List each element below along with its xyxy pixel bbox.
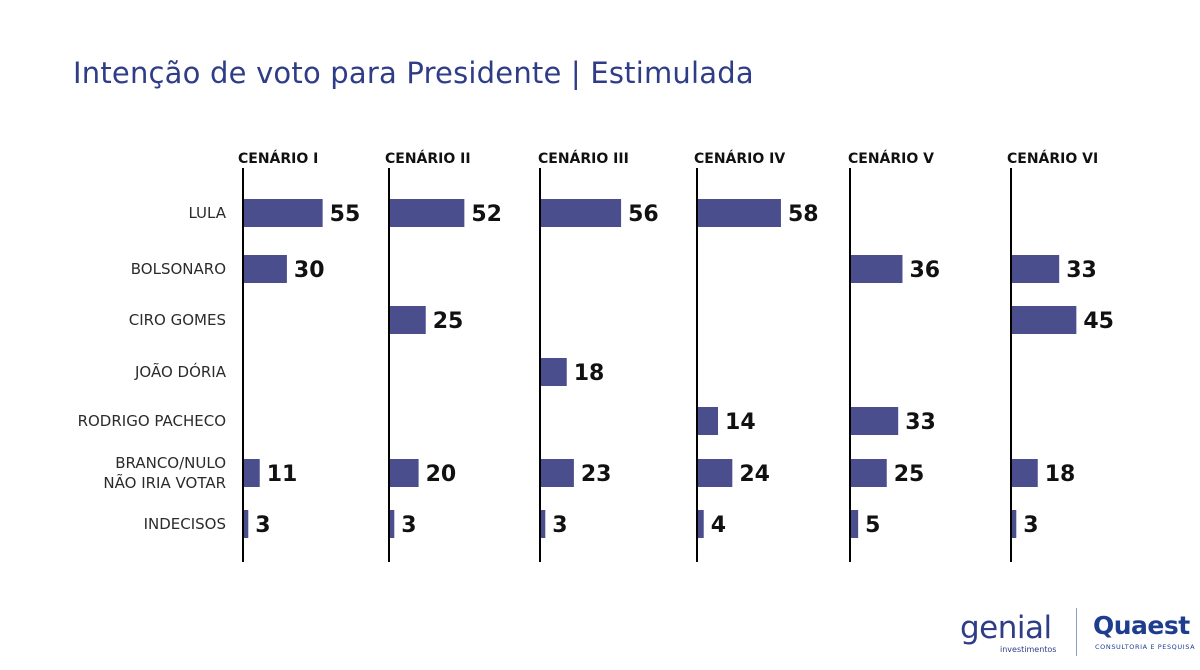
bar: [1012, 459, 1038, 487]
series-header: CENÁRIO I: [238, 150, 318, 167]
logo-divider: [1076, 608, 1077, 656]
bar: [390, 510, 395, 538]
data-label: 3: [255, 513, 270, 538]
genial-logo-text: genial: [960, 610, 1052, 646]
data-label: 36: [909, 258, 940, 283]
data-label: 33: [905, 410, 936, 435]
data-label: 25: [894, 462, 925, 487]
category-label: LULA: [188, 204, 226, 222]
bar: [1012, 255, 1060, 283]
data-label: 3: [552, 513, 567, 538]
bar: [390, 306, 426, 334]
chart-title: Intenção de voto para Presidente | Estim…: [73, 56, 754, 90]
data-label: 20: [426, 462, 457, 487]
data-label: 3: [1023, 513, 1038, 538]
bar: [244, 199, 323, 227]
data-label: 11: [267, 462, 298, 487]
bar: [244, 459, 260, 487]
bar: [541, 510, 546, 538]
bar: [390, 459, 419, 487]
data-label: 33: [1066, 258, 1097, 283]
quaest-logo: Quaest CONSULTORIA E PESQUISA: [1093, 610, 1196, 658]
data-label: 23: [581, 462, 612, 487]
bar: [698, 459, 733, 487]
series-header: CENÁRIO II: [385, 150, 471, 167]
series-header: CENÁRIO V: [848, 150, 934, 167]
bar: [698, 510, 704, 538]
data-label: 18: [574, 361, 605, 386]
genial-logo-subtitle: investimentos: [1000, 645, 1057, 654]
data-label: 18: [1045, 462, 1076, 487]
bar: [541, 459, 574, 487]
data-label: 14: [725, 410, 756, 435]
series-header: CENÁRIO IV: [694, 150, 785, 167]
bar: [851, 510, 859, 538]
bar: [244, 255, 287, 283]
data-label: 4: [711, 513, 726, 538]
category-label: INDECISOS: [144, 515, 226, 533]
data-label: 24: [739, 462, 770, 487]
bar: [1012, 510, 1017, 538]
data-label: 58: [788, 202, 819, 227]
bar: [541, 358, 567, 386]
bar: [698, 407, 719, 435]
data-label: 55: [330, 202, 361, 227]
bar: [851, 459, 887, 487]
category-label: BRANCO/NULO NÃO IRIA VOTAR: [103, 454, 226, 492]
series-header: CENÁRIO VI: [1007, 150, 1098, 167]
category-label: JOÃO DÓRIA: [134, 362, 227, 381]
bar: [698, 199, 781, 227]
category-label: CIRO GOMES: [129, 311, 226, 329]
bar: [851, 407, 899, 435]
data-label: 45: [1083, 309, 1114, 334]
data-label: 30: [294, 258, 325, 283]
bar: [1012, 306, 1077, 334]
category-label: RODRIGO PACHECO: [78, 412, 226, 430]
data-label: 52: [471, 202, 502, 227]
bar: [390, 199, 465, 227]
quaest-logo-text: Quaest: [1093, 611, 1190, 640]
category-label: BOLSONARO: [131, 260, 226, 278]
bar: [851, 255, 903, 283]
genial-logo: genial investimentos: [960, 610, 1060, 658]
bar: [244, 510, 249, 538]
data-label: 5: [865, 513, 880, 538]
series-header: CENÁRIO III: [538, 150, 629, 167]
quaest-logo-subtitle: CONSULTORIA E PESQUISA: [1095, 643, 1196, 651]
chart: LULA BOLSONARO CIRO GOMES JOÃO DÓRIA RODRIGO…: [78, 150, 1114, 562]
data-label: 3: [401, 513, 416, 538]
data-label: 25: [433, 309, 464, 334]
bar: [541, 199, 622, 227]
data-label: 56: [628, 202, 659, 227]
